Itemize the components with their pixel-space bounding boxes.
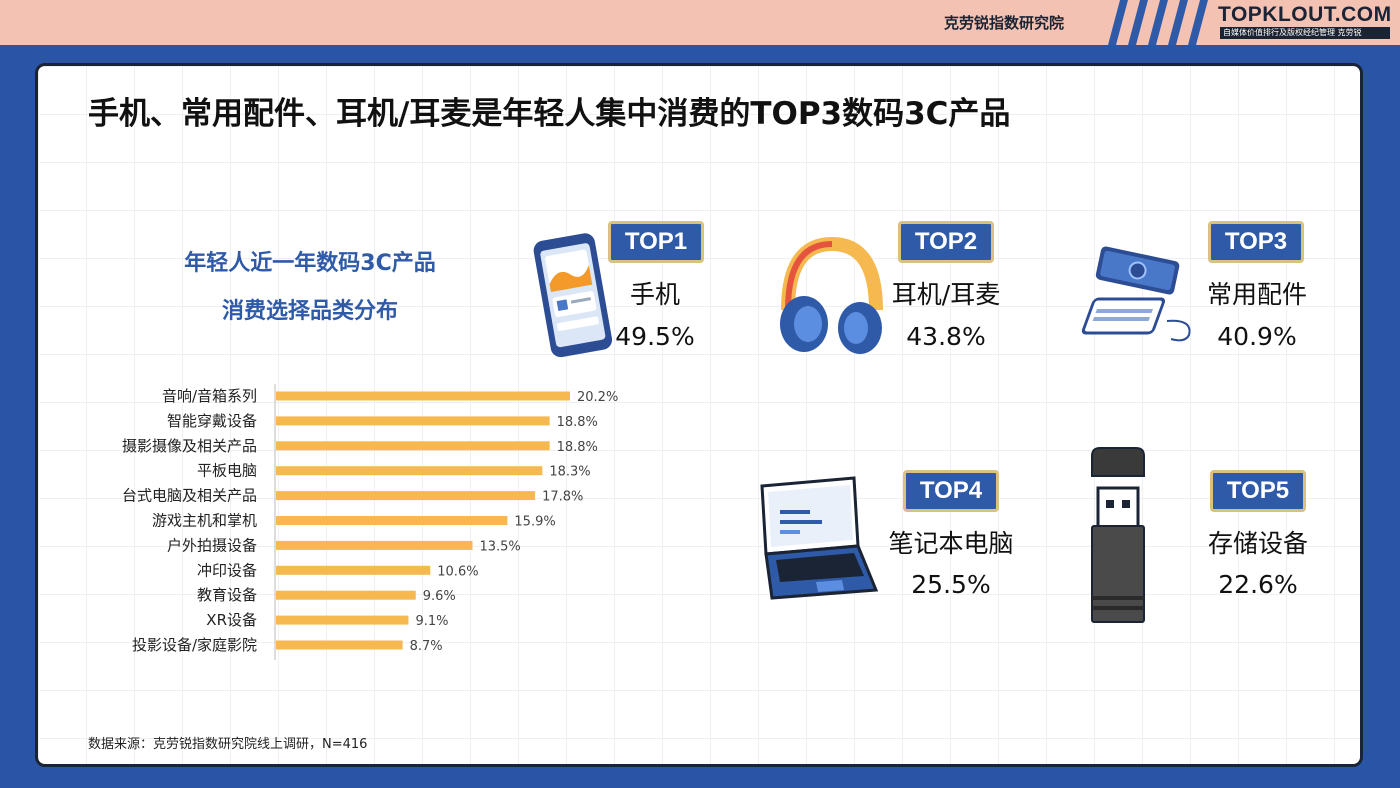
top5-badge: TOP5 [1210,470,1306,512]
bar-category-label: 冲印设备 [197,561,257,579]
bar-value-label: 18.8% [557,440,598,455]
bar-value-label: 13.5% [479,539,520,554]
bar-category-label: 台式电脑及相关产品 [122,487,257,505]
brand-tagline: 自媒体价值排行及版权经纪管理 克劳锐 [1220,27,1390,39]
top1-percent: 49.5% [615,322,695,351]
bar [276,540,473,550]
top1-name: 手机 [629,280,680,309]
bar-category-label: 摄影摄像及相关产品 [122,437,257,455]
bar [276,640,403,650]
bar-category-label: 智能穿戴设备 [167,412,257,430]
power-bank-icon [1081,246,1191,342]
brand-logo: TOPKLOUT.COM [1218,3,1392,26]
top5-percent: 22.6% [1218,570,1298,599]
top4-badge: TOP4 [903,470,999,512]
bar-value-label: 10.6% [437,564,478,579]
bar-value-label: 20.2% [577,390,618,405]
content-card [35,63,1363,767]
bar [276,590,416,600]
bar-category-label: 户外拍摄设备 [167,536,257,554]
bar-value-label: 8.7% [410,639,443,654]
bar [276,391,570,401]
bar-category-label: 投影设备/家庭影院 [132,636,257,654]
bar [276,516,508,525]
bar [276,565,431,575]
chart-subtitle-line-1: 年轻人近一年数码3C产品 [184,251,436,276]
top2-percent: 43.8% [906,322,986,351]
bar-category-label: 音响/音箱系列 [162,387,257,405]
bar-category-label: 游戏主机和掌机 [152,512,257,530]
bar [276,466,543,476]
top2-badge: TOP2 [898,221,994,263]
laptop-icon [760,476,879,600]
bar [276,441,550,451]
bar-value-label: 17.8% [542,490,583,505]
bar [276,615,409,625]
bar [276,416,550,426]
bar [276,491,536,501]
top-banner: 克劳锐指数研究院 TOPKLOUT.COM 自媒体价值排行及版权经纪管理 克劳锐 [0,0,1400,45]
bar-category-label: XR设备 [206,611,257,629]
bar-category-label: 平板电脑 [197,462,257,480]
bar-category-label: 教育设备 [197,586,257,604]
decorative-stripes-icon [1108,0,1208,45]
top4-name: 笔记本电脑 [888,529,1014,558]
chart-subtitle-line-2: 消费选择品类分布 [221,299,398,324]
top5-name: 存储设备 [1207,529,1308,558]
smartphone-icon [533,233,613,358]
top4-percent: 25.5% [911,570,991,599]
bar-value-label: 9.1% [415,614,448,629]
bar-value-label: 18.8% [557,415,598,430]
bar-value-label: 15.9% [514,515,555,530]
top2-name: 耳机/耳麦 [891,280,1001,309]
bar-value-label: 9.6% [423,589,456,604]
headphones-icon [780,236,883,354]
top3-name: 常用配件 [1206,280,1307,309]
top3-percent: 40.9% [1217,322,1297,351]
org-name: 克劳锐指数研究院 [944,14,1065,32]
top1-badge: TOP1 [608,221,704,263]
bar-value-label: 18.3% [549,465,590,480]
top3-badge: TOP3 [1208,221,1304,263]
data-source-note: 数据来源：克劳锐指数研究院线上调研，N=416 [88,737,368,752]
bar-chart: 音响/音箱系列 20.2% 智能穿戴设备 18.8% 摄影摄像及相关产品 18.8% 平板电… [122,384,618,660]
page-title: 手机、常用配件、耳机/耳麦是年轻人集中消费的TOP3数码3C产品 [88,96,1011,132]
usb-drive-icon [1091,447,1145,623]
